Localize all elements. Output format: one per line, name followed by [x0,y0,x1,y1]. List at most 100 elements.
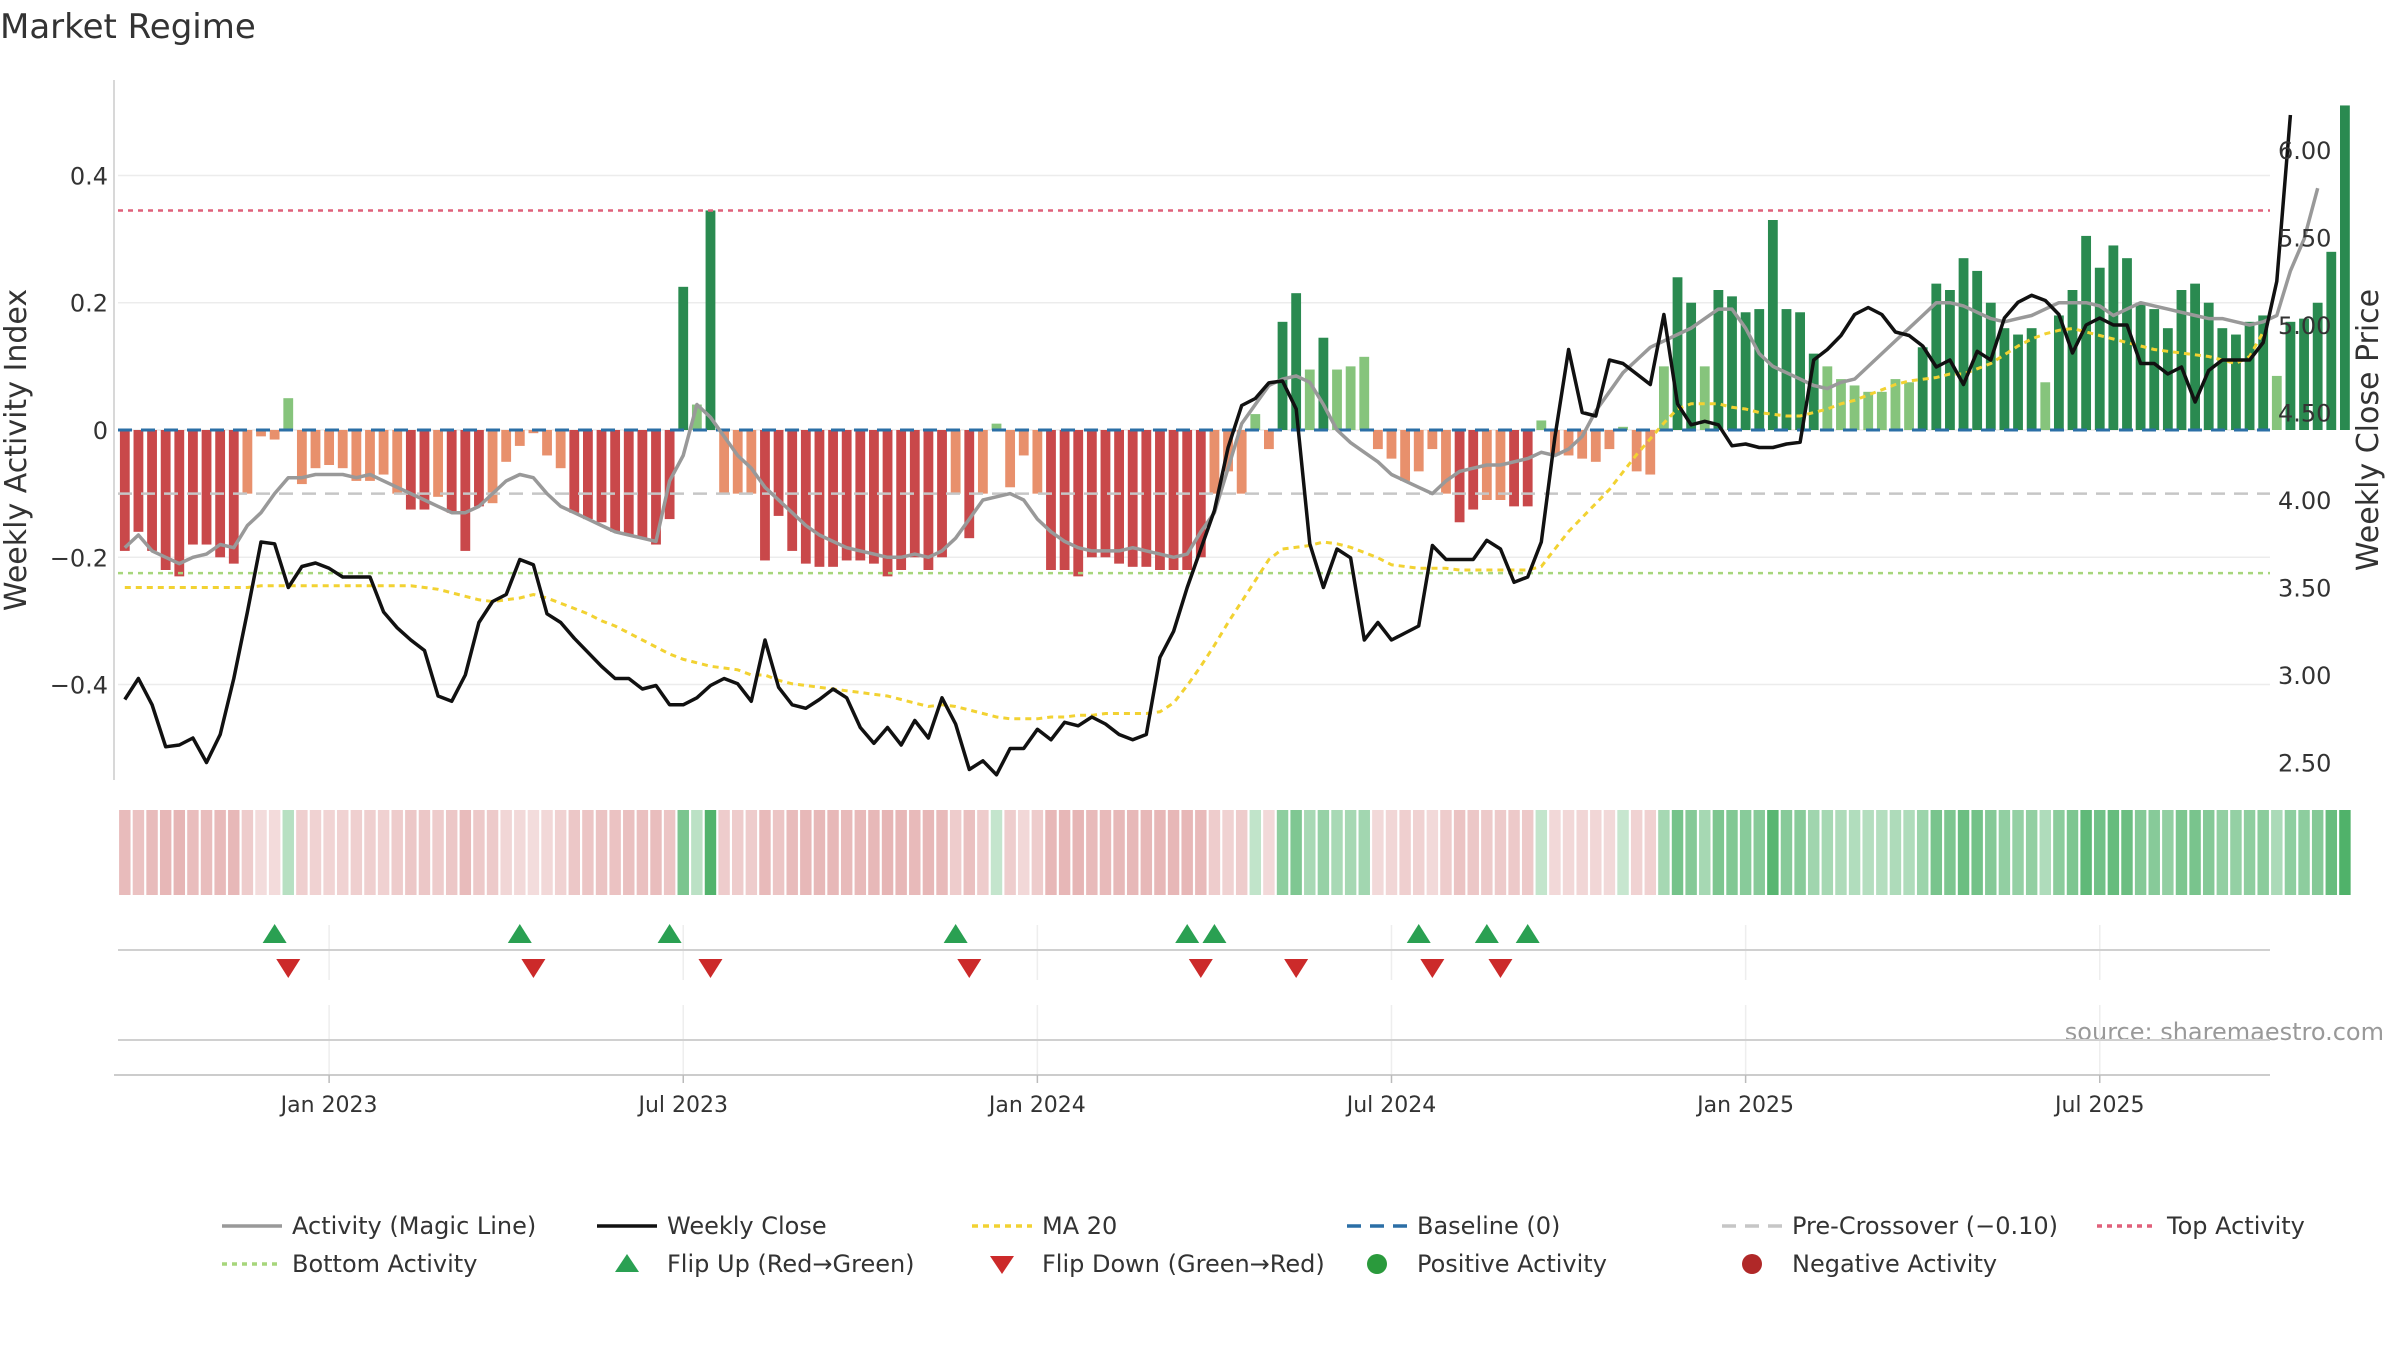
activity-bar [1618,426,1628,430]
activity-bar [147,430,157,551]
regime-strip-cell [1590,810,1602,895]
regime-strip-cell [337,810,349,895]
regime-strip-cell [418,810,431,895]
activity-bar [869,430,879,564]
regime-strip-cell [119,810,131,895]
regime-strip-cell [568,810,580,895]
activity-bar [174,430,185,577]
regime-strip-cell [1848,810,1861,895]
regime-strip-cell [2189,810,2201,895]
activity-bar [1536,420,1547,430]
regime-strip-cell [691,810,703,895]
regime-strip-cell [241,810,254,895]
regime-strip-cell [1603,810,1616,895]
y-right-tick-label: 2.50 [2278,750,2331,778]
flip-down-marker [1284,959,1309,978]
regime-strip-cell [2053,810,2065,895]
activity-bar [964,430,975,539]
regime-strip-cell [1535,810,1548,895]
activity-bar [582,430,593,520]
regime-strip-cell [1181,810,1193,895]
regime-strip-cell [772,810,785,895]
regime-strip-cell [200,810,213,895]
regime-strip-cell [1222,810,1234,895]
legend-swatch [615,1254,639,1272]
regime-strip-cell [1685,810,1697,895]
regime-strip-cell [1617,810,1629,895]
regime-strip-cell [786,810,798,895]
regime-strip-cell [582,810,594,895]
regime-strip-cell [1998,810,2011,895]
activity-bar [1727,296,1737,430]
regime-strip-cell [677,810,689,895]
regime-strip-cell [1426,810,1439,895]
regime-strip-cell [309,810,322,895]
legend-label: Negative Activity [1792,1250,1997,1278]
activity-bar [1277,321,1288,430]
flip-down-marker [698,959,723,978]
regime-strip-cell [1453,810,1466,895]
series-lines [123,114,2320,777]
regime-strip-cell [1644,810,1656,895]
activity-bar [1658,366,1669,430]
activity-bar [1808,353,1819,430]
regime-strip-cell [1562,810,1575,895]
activity-bar [787,430,798,551]
flip-up-marker [1406,924,1431,943]
activity-bar [528,430,539,434]
regime-strip-cell [868,810,880,895]
activity-bar [1046,430,1056,570]
regime-strip-cell [2216,810,2229,895]
regime-strip-cell [1290,810,1302,895]
activity-bar [800,430,811,564]
activity-bar [1849,385,1860,430]
activity-bar [1168,430,1179,570]
activity-bar [514,430,525,446]
activity-bar [1672,277,1683,430]
activity-bar [1999,328,2010,430]
activity-bar [1699,366,1710,430]
regime-strip-cell [840,810,853,895]
activity-bar [1590,430,1601,462]
activity-bar [1209,430,1220,494]
activity-bar [705,210,716,430]
regime-strip-cell [473,810,485,895]
activity-bar [1917,347,1928,430]
activity-bar [1073,430,1084,577]
y-left-tick-label: 0 [93,417,108,445]
activity-bar [392,430,403,494]
flip-up-marker [1474,924,1499,943]
regime-strip-cell [936,810,948,895]
activity-bar [2231,334,2241,430]
legend-label: Flip Up (Red→Green) [667,1250,915,1278]
regime-strip-cell [541,810,553,895]
activity-bar [1005,430,1016,488]
regime-strip-cell [1331,810,1343,895]
regime-strip-cell [977,810,989,895]
activity-bar [896,430,907,570]
regime-strip-cell [1317,810,1330,895]
activity-bar [2149,309,2160,430]
legend-label: Top Activity [2166,1212,2305,1240]
activity-bar [1182,430,1193,570]
regime-strip-cell [1808,810,1820,895]
regime-strip-cell [2298,810,2310,895]
regime-strip-cell [554,810,567,895]
regime-strip-cell [1630,810,1643,895]
regime-strip-cell [2162,810,2174,895]
regime-strip-cell [881,810,894,895]
regime-strip-cell [159,810,172,895]
activity-bar [1318,337,1329,430]
x-tick-label: Jan 2023 [279,1093,378,1118]
regime-strip-cell [1344,810,1357,895]
regime-strip-cell [132,810,145,895]
activity-bar [1236,430,1247,494]
legend-label: MA 20 [1042,1212,1117,1240]
flip-up-marker [507,924,532,943]
regime-strip-cell [2339,810,2351,895]
regime-strip-cell [1549,810,1561,895]
regime-strip-cell [405,810,417,895]
regime-strip-cell [2094,810,2106,895]
activity-bar [2258,315,2269,430]
